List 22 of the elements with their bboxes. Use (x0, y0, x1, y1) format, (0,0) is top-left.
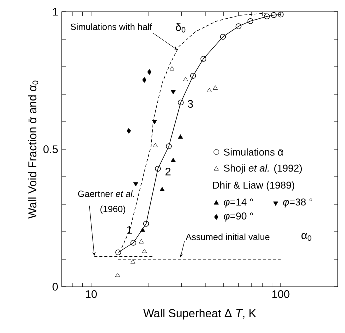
legend-title: Dhir & Liaw (1989) (213, 182, 294, 191)
annotation: (1960) (100, 206, 126, 214)
annotation: 1 (127, 226, 132, 234)
legend-label: Shoji et al. (1992) (224, 164, 302, 174)
annotation: Simulations with half (70, 24, 152, 30)
annotation: Assumed initial value (186, 234, 270, 240)
annotation: 2 (166, 168, 171, 176)
x-tick-label: 10 (86, 290, 98, 298)
y-axis-title: Wall Void Fraction ᾱ and α$_{0}$ (28, 80, 38, 219)
annotation: δ$_{0}$ (176, 23, 186, 33)
legend-label: φ=14 ° (224, 198, 254, 208)
legend-label: φ=90 ° (224, 212, 254, 222)
annotation: α$_{0}$ (302, 233, 312, 242)
y-tick-label: 0.5 (44, 146, 58, 154)
y-tick-label: 1 (53, 8, 58, 16)
annotation: 3 (188, 100, 194, 108)
annotation: Gaertner et al. (78, 190, 134, 198)
x-tick-label: 100 (272, 290, 290, 298)
y-tick-label: 0 (52, 283, 58, 291)
x-axis-title: Wall Superheat Δ T, K (144, 309, 256, 320)
legend-label: φ=38 ° (283, 198, 313, 208)
legend-label: Simulations ᾱ (224, 148, 284, 156)
